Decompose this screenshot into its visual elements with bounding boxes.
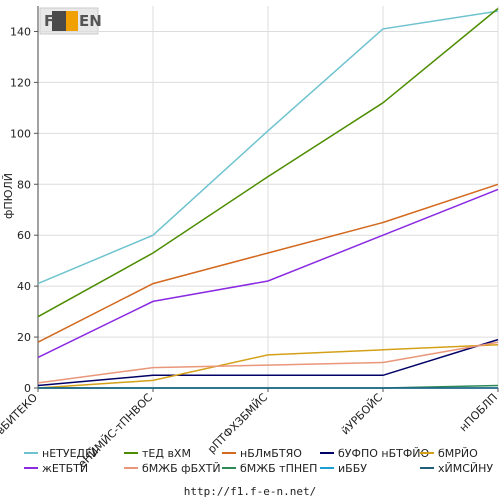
series-line-2: [37, 183, 499, 343]
series-line-4: [37, 343, 499, 389]
legend: нЕТУЕДЕУ тЕД вХМ нБЛмБТЯО бУФПО нБТФЙО бМРЙО…: [24, 447, 493, 475]
y-axis-ticks: 0 20 40 60 80 100 120 140: [10, 25, 38, 395]
y-tick-label: 80: [17, 178, 31, 191]
y-tick-label: 100: [10, 127, 31, 140]
y-tick-label: 20: [17, 331, 31, 344]
legend-label: бМРЙО: [438, 447, 478, 460]
legend-label: нЕТУЕДЕУ: [42, 447, 99, 460]
y-tick-label: 0: [24, 382, 31, 395]
legend-label: бМЖБ фБХТЙ: [142, 462, 221, 475]
y-tick-label: 140: [10, 25, 31, 38]
legend-label: жЕТБТЙ: [42, 462, 88, 475]
y-tick-label: 40: [17, 280, 31, 293]
legend-label: хЙМСЙНУ: [438, 462, 493, 475]
series-line-5: [37, 188, 499, 359]
y-axis-title: фПЮЛЙ: [2, 173, 15, 219]
footer-url: http://f1.f-e-n.net/: [184, 485, 316, 498]
legend-label: иББУ: [338, 462, 367, 475]
series-line-6: [37, 341, 499, 384]
legend-label: нБЛмБТЯО: [240, 447, 302, 460]
y-tick-label: 120: [10, 76, 31, 89]
series-line-1: [37, 7, 499, 318]
series-line-0: [37, 10, 499, 285]
series-lines: [37, 7, 499, 389]
grid: [37, 6, 499, 389]
legend-label: бМЖБ тПНЕП: [240, 462, 317, 475]
legend-label: тЕД вХМ: [142, 447, 191, 460]
svg-text:EN: EN: [79, 12, 102, 30]
svg-text:F: F: [44, 12, 54, 30]
series-line-3: [37, 338, 499, 387]
y-tick-label: 60: [17, 229, 31, 242]
logo: F EN: [39, 7, 102, 35]
legend-label: бУФПО нБТФЙО: [338, 447, 430, 460]
